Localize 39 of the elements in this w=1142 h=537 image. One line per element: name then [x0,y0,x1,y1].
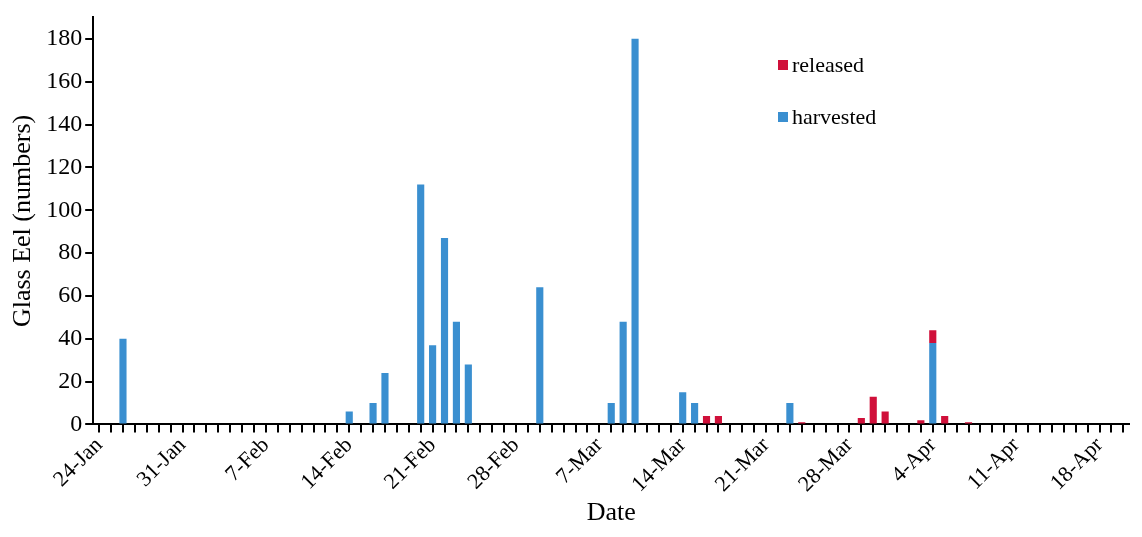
bar [869,396,877,424]
bar [929,343,937,424]
bar [917,420,925,424]
bar [119,338,127,424]
bar [464,364,472,424]
bar [619,321,627,424]
y-tick-label: 60 [58,281,83,308]
bar [631,38,639,424]
y-tick-label: 20 [58,366,83,393]
bar [369,403,377,424]
y-tick-label: 120 [46,152,83,179]
bar [702,415,711,424]
y-tick-label: 40 [58,324,83,351]
bar [679,392,687,424]
y-tick-label: 160 [46,66,83,93]
bar [714,415,722,424]
x-axis-title: Date [586,497,636,527]
bar [857,418,865,424]
legend-label: harvested [792,104,877,130]
y-tick-label: 180 [46,24,83,51]
bar [536,287,544,424]
legend-label: released [792,52,865,78]
bar [786,403,794,424]
bar [607,403,615,424]
bar [381,373,389,424]
y-tick-label: 0 [70,409,83,436]
bar [452,321,460,424]
bar [941,415,949,424]
bar [345,411,353,424]
bar [429,345,437,424]
bar [440,238,449,424]
y-tick-label: 140 [46,109,83,136]
y-tick-label: 80 [58,238,83,265]
bar [929,330,937,344]
bar [691,403,699,424]
y-axis-title: Glass Eel (numbers) [7,114,37,328]
bar [881,411,889,424]
y-tick-label: 100 [46,195,83,222]
bar [417,184,425,424]
